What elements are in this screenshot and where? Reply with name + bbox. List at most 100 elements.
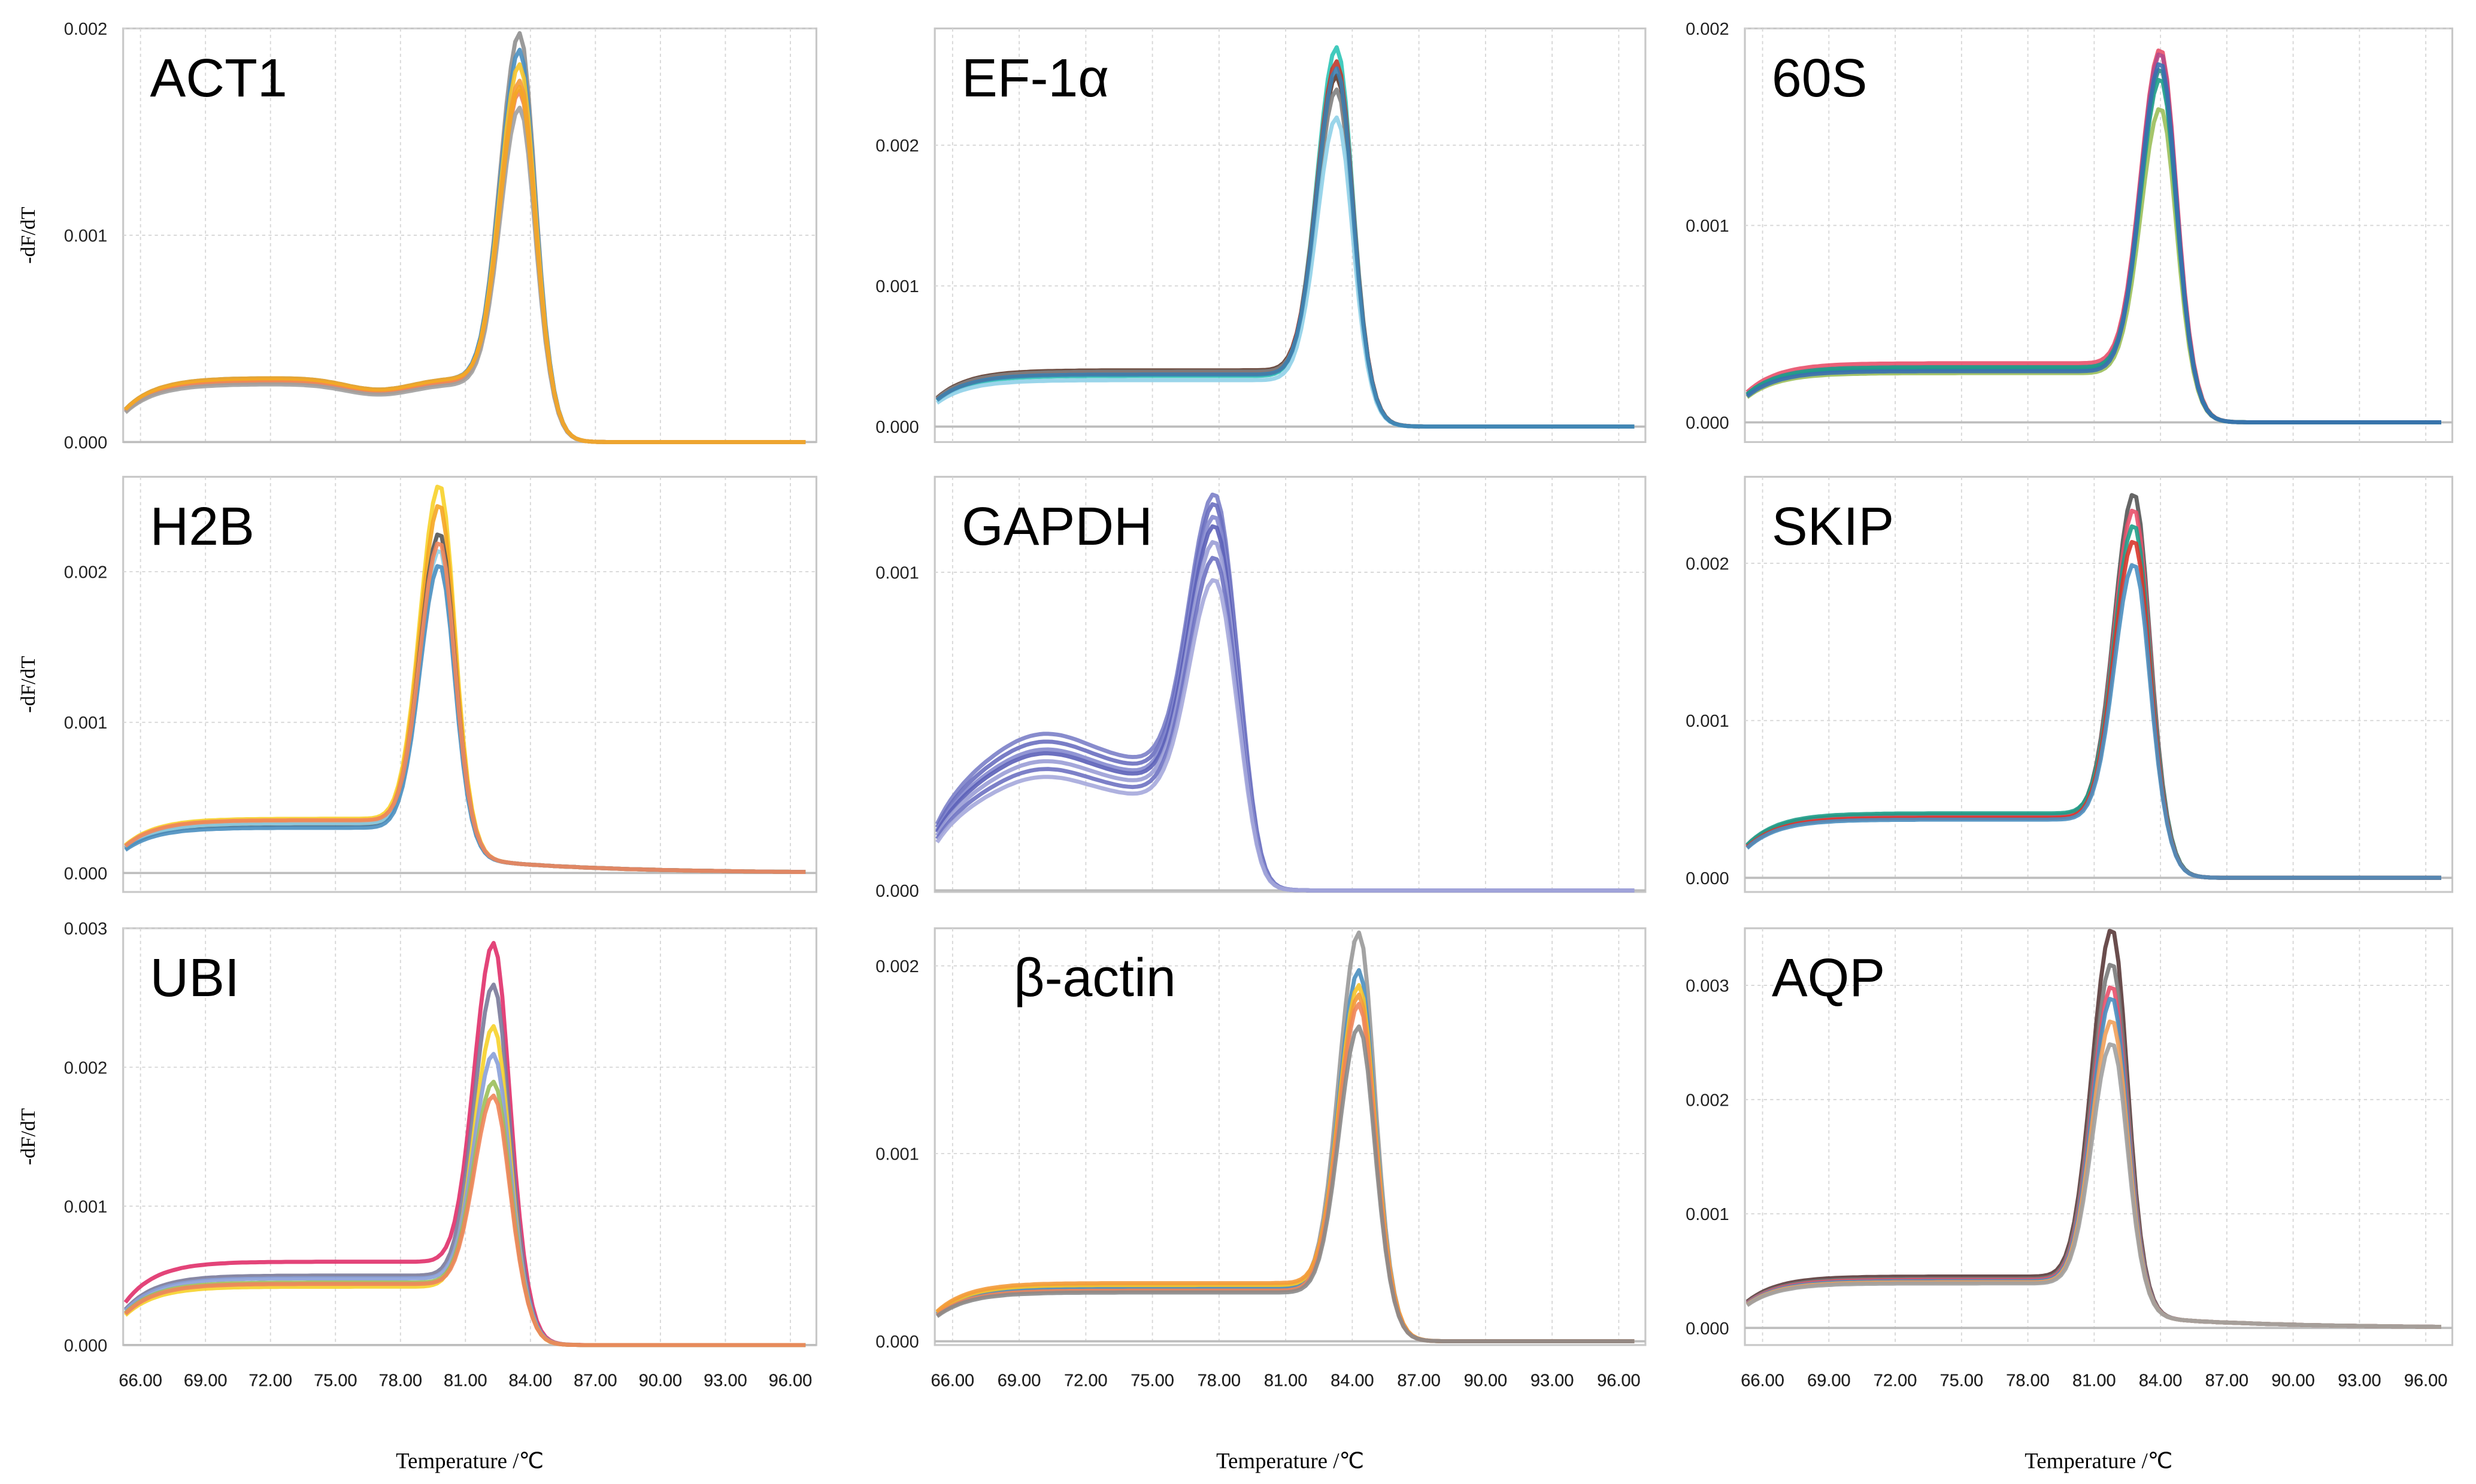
x-tick-label: 87.00 <box>574 1371 617 1390</box>
x-tick-label: 96.00 <box>1597 1371 1641 1390</box>
melt-curve-series-6 <box>124 1093 806 1348</box>
y-tick-label: 0.001 <box>1686 712 1729 731</box>
x-tick-label: 75.00 <box>1940 1371 1984 1390</box>
panel-4: 66.00 69.00 72.00 75.00 78.00 81.00 84.00 87.00… <box>17 475 817 1390</box>
x-tick-label: 84.00 <box>2139 1371 2183 1390</box>
x-tick-label: 90.00 <box>639 1371 683 1390</box>
x-tick-label: 84.00 <box>1331 1371 1374 1390</box>
y-tick-label: 0.001 <box>1686 217 1729 236</box>
panel-title: AQP <box>1772 948 1885 1008</box>
x-tick-label: 90.00 <box>2271 1371 2315 1390</box>
y-tick-label: 0.002 <box>1686 20 1729 39</box>
x-tick-label: 75.00 <box>1131 1371 1174 1390</box>
x-tick-label: 93.00 <box>2338 1371 2381 1390</box>
y-tick-label: 0.002 <box>64 20 108 39</box>
x-tick-label: 72.00 <box>248 1371 292 1390</box>
x-tick-label: 90.00 <box>2271 1371 2315 1390</box>
x-tick-label: 69.00 <box>998 1371 1041 1390</box>
x-tick-label: 78.00 <box>2006 1371 2050 1390</box>
y-tick-label: 0.000 <box>1686 414 1729 433</box>
x-tick-label: 72.00 <box>248 1371 292 1390</box>
panel-2: 66.00 69.00 72.00 75.00 78.00 81.00 84.00 87.00… <box>875 27 1647 1390</box>
x-tick-label: 66.00 <box>931 1371 975 1390</box>
y-tick-label: 0.002 <box>1686 1091 1729 1110</box>
melt-curve-series-7 <box>935 578 1635 893</box>
panel-7: 66.00 69.00 72.00 75.00 78.00 81.00 84.00 87.00… <box>17 919 817 1473</box>
x-tick-label: 87.00 <box>2205 1371 2249 1390</box>
panel-1: 66.00 69.00 72.00 75.00 78.00 81.00 84.00 87.00… <box>17 20 817 1390</box>
x-tick-label: 72.00 <box>1064 1371 1108 1390</box>
x-tick-label: 66.00 <box>931 1371 975 1390</box>
x-tick-label: 84.00 <box>2139 1371 2183 1390</box>
x-tick-label: 96.00 <box>2404 1371 2448 1390</box>
melt-curve-series-6 <box>1745 1042 2441 1329</box>
panel-title: SKIP <box>1772 497 1894 557</box>
panel-title: UBI <box>150 948 240 1008</box>
panel-8: 66.00 69.00 72.00 75.00 78.00 81.00 84.00 87.00… <box>875 927 1647 1473</box>
y-tick-label: 0.002 <box>64 563 108 582</box>
x-tick-label: 78.00 <box>378 1371 422 1390</box>
x-tick-label: 69.00 <box>998 1371 1041 1390</box>
x-tick-label: 81.00 <box>1264 1371 1308 1390</box>
x-tick-label: 93.00 <box>1531 1371 1574 1390</box>
x-tick-label: 87.00 <box>2205 1371 2249 1390</box>
x-tick-label: 75.00 <box>1131 1371 1174 1390</box>
x-tick-label: 69.00 <box>998 1371 1041 1390</box>
x-tick-label: 87.00 <box>2205 1371 2249 1390</box>
y-tick-label: 0.000 <box>1686 1319 1729 1339</box>
x-tick-label: 69.00 <box>1807 1371 1851 1390</box>
melt-curve-series-6 <box>935 1024 1635 1343</box>
x-tick-label: 66.00 <box>1741 1371 1784 1390</box>
y-tick-label: 0.000 <box>875 882 919 901</box>
panel-9: 66.00 69.00 72.00 75.00 78.00 81.00 84.00 87.00… <box>1686 927 2454 1473</box>
y-tick-label: 0.002 <box>64 1058 108 1078</box>
x-tick-label: 84.00 <box>509 1371 553 1390</box>
plot-area <box>934 475 1647 893</box>
x-tick-label: 72.00 <box>248 1371 292 1390</box>
x-tick-label: 87.00 <box>1397 1371 1441 1390</box>
x-tick-label: 78.00 <box>378 1371 422 1390</box>
x-tick-label: 72.00 <box>1064 1371 1108 1390</box>
x-tick-label: 93.00 <box>1531 1371 1574 1390</box>
x-tick-label: 93.00 <box>1531 1371 1574 1390</box>
x-tick-label: 87.00 <box>1397 1371 1441 1390</box>
x-tick-label: 84.00 <box>1331 1371 1374 1390</box>
x-tick-label: 84.00 <box>1331 1371 1374 1390</box>
melt-curve-series-6 <box>1745 62 2441 424</box>
x-tick-label: 81.00 <box>2072 1371 2116 1390</box>
x-tick-label: 78.00 <box>1198 1371 1241 1390</box>
x-tick-label: 81.00 <box>2072 1371 2116 1390</box>
x-tick-label: 66.00 <box>119 1371 162 1390</box>
y-tick-label: 0.000 <box>64 433 108 453</box>
x-tick-label: 75.00 <box>1940 1371 1984 1390</box>
melt-curve-series-6 <box>935 66 1635 429</box>
x-tick-label: 72.00 <box>1874 1371 1917 1390</box>
y-tick-label: 0.000 <box>64 1336 108 1355</box>
x-tick-label: 93.00 <box>704 1371 747 1390</box>
y-tick-label: 0.003 <box>64 919 108 939</box>
x-tick-label: 69.00 <box>184 1371 228 1390</box>
x-tick-label: 90.00 <box>1464 1371 1508 1390</box>
x-tick-label: 75.00 <box>1131 1371 1174 1390</box>
y-tick-label: 0.000 <box>875 1333 919 1352</box>
y-tick-label: 0.003 <box>1686 977 1729 996</box>
panel-title: β-actin <box>1014 948 1176 1008</box>
x-tick-label: 96.00 <box>2404 1371 2448 1390</box>
x-tick-label: 81.00 <box>1264 1371 1308 1390</box>
y-tick-label: 0.000 <box>875 418 919 437</box>
x-tick-label: 90.00 <box>639 1371 683 1390</box>
melt-curve-series-7 <box>123 84 806 444</box>
plot-area <box>934 927 1647 1346</box>
x-tick-label: 81.00 <box>2072 1371 2116 1390</box>
panel-6: 66.00 69.00 72.00 75.00 78.00 81.00 84.00 87.00… <box>1686 475 2454 1390</box>
x-tick-label: 81.00 <box>444 1371 487 1390</box>
y-tick-label: 0.001 <box>64 714 108 733</box>
y-tick-label: 0.001 <box>64 1197 108 1216</box>
x-tick-label: 90.00 <box>639 1371 683 1390</box>
x-tick-label: 96.00 <box>1597 1371 1641 1390</box>
panel-title: GAPDH <box>962 497 1153 557</box>
x-tick-label: 87.00 <box>574 1371 617 1390</box>
y-tick-label: 0.000 <box>1686 869 1729 888</box>
x-tick-label: 84.00 <box>509 1371 553 1390</box>
